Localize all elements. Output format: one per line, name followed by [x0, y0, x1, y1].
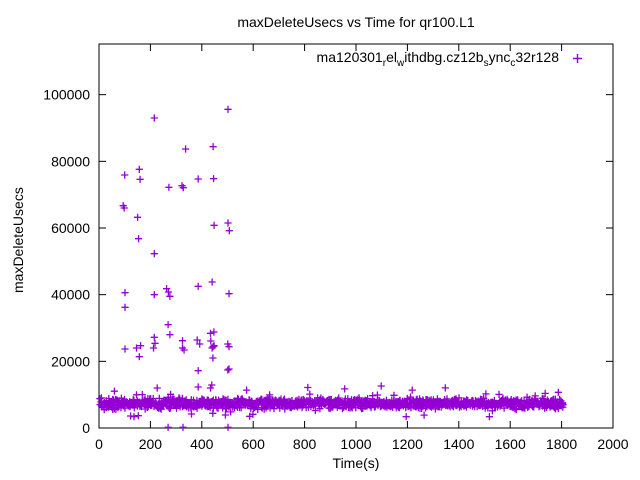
data-point-marker	[208, 381, 216, 389]
x-tick-label: 0	[95, 436, 103, 452]
data-point-marker	[208, 278, 216, 286]
data-point-marker	[134, 213, 142, 221]
data-point-marker	[224, 219, 232, 227]
data-point-marker	[187, 410, 196, 418]
y-tick-label: 100000	[43, 87, 90, 103]
data-point-marker	[135, 235, 143, 243]
data-point-marker	[194, 282, 202, 290]
data-point-marker	[137, 342, 145, 350]
y-tick-label: 0	[82, 420, 90, 436]
baseline-band-points	[96, 382, 567, 421]
legend-label-segment: ma120301	[316, 49, 383, 65]
data-point-marker	[149, 344, 158, 352]
legend-label-segment: el	[386, 49, 397, 65]
axis-ticks	[98, 44, 614, 429]
data-point-marker	[209, 354, 217, 362]
data-point-marker	[164, 321, 172, 329]
legend-label-segment: ithdbg.cz12b	[404, 49, 484, 65]
data-point-marker	[121, 303, 129, 311]
data-point-marker	[224, 366, 232, 374]
data-point-marker	[194, 383, 202, 391]
data-point-marker	[180, 346, 188, 354]
data-point-marker	[127, 412, 135, 420]
data-point-marker	[209, 143, 217, 151]
data-point-marker	[194, 367, 202, 375]
x-tick-label: 600	[242, 436, 266, 452]
data-point-marker	[208, 344, 216, 352]
data-point-marker	[132, 344, 141, 352]
plot-border	[98, 43, 614, 429]
x-tick-label: 200	[139, 436, 163, 452]
data-point-marker	[121, 171, 129, 179]
data-point-marker	[179, 184, 187, 192]
data-point-marker	[249, 410, 257, 418]
y-tick-label: 40000	[51, 287, 90, 303]
data-point-marker	[221, 411, 229, 419]
legend-series-label: ma120301relwithdbg.cz12bsyncc32r128	[317, 49, 559, 69]
y-tick-label: 80000	[51, 153, 90, 169]
data-point-marker	[224, 105, 232, 113]
legend-entry: ma120301relwithdbg.cz12bsyncc32r128	[317, 49, 583, 69]
x-tick-label: 2000	[597, 436, 628, 452]
outlier-points	[119, 105, 257, 431]
legend-label-subscript: s	[483, 58, 489, 69]
data-point-marker	[210, 328, 218, 336]
data-point-marker	[207, 337, 215, 345]
legend-label-segment: 32r128	[515, 49, 559, 65]
data-point-marker	[210, 221, 218, 229]
chart-title: maxDeleteUsecs vs Time for qr100.L1	[237, 14, 475, 30]
data-point-marker	[150, 114, 158, 122]
data-point-marker	[135, 165, 143, 173]
data-point-marker	[164, 288, 172, 296]
data-point-marker	[121, 289, 129, 297]
data-point-marker	[166, 331, 174, 339]
data-point-marker	[224, 423, 232, 431]
data-point-marker	[164, 423, 172, 431]
data-point-marker	[194, 175, 202, 183]
x-tick-label: 1000	[340, 436, 371, 452]
data-point-marker	[179, 423, 187, 431]
x-tick-label: 1200	[392, 436, 423, 452]
y-tick-label: 20000	[51, 353, 90, 369]
legend-label-segment: ync	[488, 49, 511, 65]
data-point-marker	[178, 337, 187, 345]
legend-label-subscript: w	[396, 58, 405, 69]
data-point-marker	[120, 204, 128, 212]
data-point-marker	[209, 343, 217, 351]
x-tick-label: 800	[293, 436, 317, 452]
x-tick-label: 1800	[546, 436, 577, 452]
data-point-marker	[166, 292, 174, 300]
data-point-marker	[150, 333, 158, 341]
data-point-marker	[225, 365, 233, 373]
legend-label-subscript: c	[510, 58, 516, 69]
data-point-marker	[151, 339, 159, 347]
legend-plus-marker-icon	[572, 51, 583, 67]
data-point-marker	[150, 250, 158, 258]
data-point-marker	[225, 227, 233, 235]
x-tick-label: 1400	[443, 436, 474, 452]
axis-tick-labels: 0 200 400 600 800 1000 1200 1400 1600 1800 2000020…	[43, 87, 628, 452]
data-point-marker	[225, 290, 233, 298]
data-point-marker	[136, 175, 144, 183]
data-point-marker	[206, 329, 215, 337]
data-point-marker	[163, 285, 171, 293]
x-axis-label: Time(s)	[332, 455, 380, 471]
x-tick-label: 1600	[495, 436, 526, 452]
data-point-marker	[150, 291, 158, 299]
data-point-marker	[196, 340, 204, 348]
y-tick-label: 60000	[51, 220, 90, 236]
legend-label-subscript: r	[382, 58, 387, 69]
data-point-marker	[130, 413, 138, 421]
data-point-marker	[134, 412, 142, 420]
data-point-marker	[193, 336, 201, 344]
x-tick-label: 400	[190, 436, 214, 452]
data-point-marker	[121, 345, 129, 353]
data-point-marker	[135, 353, 143, 361]
data-point-marker	[225, 343, 233, 351]
data-point-marker	[210, 175, 218, 183]
data-point-marker	[182, 145, 190, 153]
data-point-marker	[165, 183, 173, 191]
